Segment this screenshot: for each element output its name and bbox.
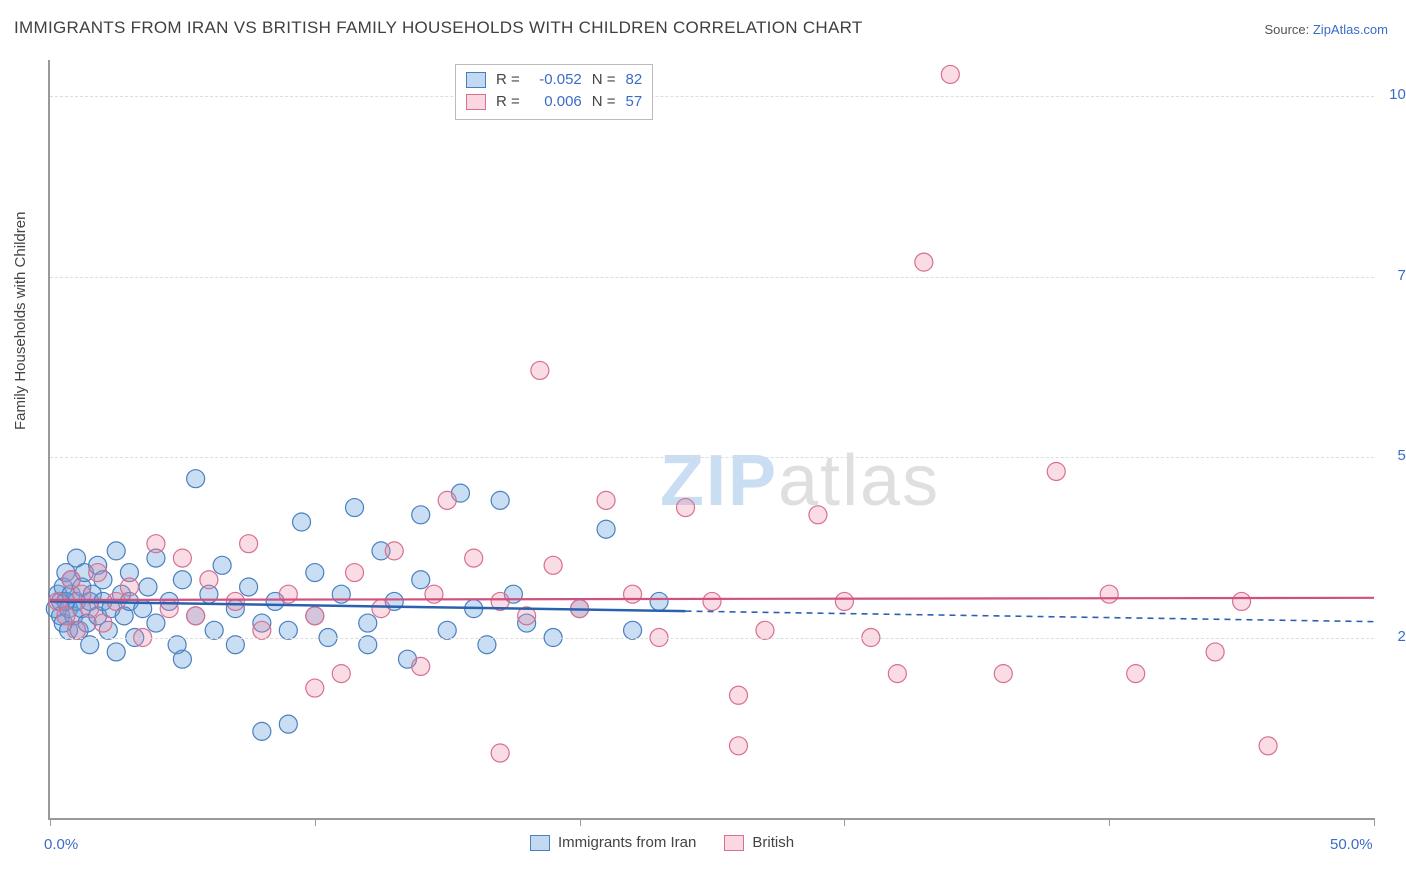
data-point-british [677, 499, 695, 517]
data-point-british [1127, 665, 1145, 683]
data-point-iran [213, 556, 231, 574]
data-point-british [1259, 737, 1277, 755]
data-point-british [372, 600, 390, 618]
data-point-british [425, 585, 443, 603]
legend-label-iran: Immigrants from Iran [558, 834, 696, 851]
data-point-british [544, 556, 562, 574]
data-point-british [888, 665, 906, 683]
data-point-british [306, 607, 324, 625]
plot-area: ZIPatlas 25.0%50.0%75.0%100.0%0.0%50.0% [48, 60, 1374, 820]
data-point-british [703, 592, 721, 610]
y-tick-label: 25.0% [1397, 628, 1406, 645]
data-point-british [465, 549, 483, 567]
swatch-pink-icon [724, 835, 744, 851]
data-point-iran [346, 499, 364, 517]
data-point-iran [253, 722, 271, 740]
data-point-iran [107, 542, 125, 560]
source-prefix: Source: [1264, 22, 1312, 37]
chart-title: IMMIGRANTS FROM IRAN VS BRITISH FAMILY H… [14, 18, 863, 38]
data-point-iran [293, 513, 311, 531]
legend-row-iran: R = -0.052 N = 82 [466, 69, 642, 91]
legend-bottom: Immigrants from Iran British [530, 834, 794, 851]
data-point-british [624, 585, 642, 603]
data-point-british [94, 614, 112, 632]
data-point-british [120, 578, 138, 596]
data-point-british [226, 592, 244, 610]
data-point-british [941, 65, 959, 83]
data-point-iran [279, 715, 297, 733]
data-point-british [531, 361, 549, 379]
y-tick-label: 50.0% [1397, 447, 1406, 464]
data-point-iran [306, 564, 324, 582]
n-label: N = [592, 91, 616, 113]
data-point-british [1047, 462, 1065, 480]
data-point-british [412, 657, 430, 675]
x-tick-label: 0.0% [44, 836, 78, 853]
data-point-iran [173, 650, 191, 668]
r-value-iran: -0.052 [530, 69, 582, 91]
swatch-blue-icon [530, 835, 550, 851]
data-point-iran [412, 506, 430, 524]
y-tick-label: 75.0% [1397, 267, 1406, 284]
swatch-pink-icon [466, 94, 486, 110]
swatch-blue-icon [466, 72, 486, 88]
data-point-british [147, 535, 165, 553]
data-point-iran [173, 571, 191, 589]
data-point-british [200, 571, 218, 589]
data-point-british [809, 506, 827, 524]
data-point-british [89, 564, 107, 582]
data-point-iran [240, 578, 258, 596]
data-point-iran [412, 571, 430, 589]
data-point-iran [147, 614, 165, 632]
data-point-iran [650, 592, 668, 610]
data-point-british [306, 679, 324, 697]
data-point-british [1206, 643, 1224, 661]
n-label: N = [592, 69, 616, 91]
data-point-british [1100, 585, 1118, 603]
r-value-british: 0.006 [530, 91, 582, 113]
data-point-iran [359, 614, 377, 632]
data-point-iran [187, 470, 205, 488]
trendline-british [50, 598, 1374, 600]
data-point-british [346, 564, 364, 582]
data-point-british [729, 686, 747, 704]
data-point-british [491, 744, 509, 762]
legend-item-iran: Immigrants from Iran [530, 834, 696, 851]
data-point-british [597, 491, 615, 509]
legend-item-british: British [724, 834, 794, 851]
data-point-iran [597, 520, 615, 538]
source-link[interactable]: ZipAtlas.com [1313, 22, 1388, 37]
trendline-iran-extrapolated [686, 611, 1374, 622]
y-tick-label: 100.0% [1389, 86, 1406, 103]
legend-row-british: R = 0.006 N = 57 [466, 91, 642, 113]
data-point-british [994, 665, 1012, 683]
data-point-iran [139, 578, 157, 596]
data-point-british [1233, 592, 1251, 610]
data-point-british [332, 665, 350, 683]
data-point-british [915, 253, 933, 271]
data-point-british [385, 542, 403, 560]
legend-top: R = -0.052 N = 82 R = 0.006 N = 57 [455, 64, 653, 120]
data-point-british [173, 549, 191, 567]
data-point-british [240, 535, 258, 553]
x-tick-label: 50.0% [1330, 836, 1373, 853]
n-value-british: 57 [626, 91, 643, 113]
data-point-british [835, 592, 853, 610]
data-point-british [729, 737, 747, 755]
data-point-british [187, 607, 205, 625]
source-attribution: Source: ZipAtlas.com [1264, 22, 1388, 37]
r-label: R = [496, 91, 520, 113]
chart-svg [50, 60, 1374, 818]
n-value-iran: 82 [626, 69, 643, 91]
y-axis-label: Family Households with Children [12, 212, 29, 430]
r-label: R = [496, 69, 520, 91]
data-point-iran [107, 643, 125, 661]
data-point-iran [491, 491, 509, 509]
data-point-british [438, 491, 456, 509]
legend-label-british: British [752, 834, 794, 851]
